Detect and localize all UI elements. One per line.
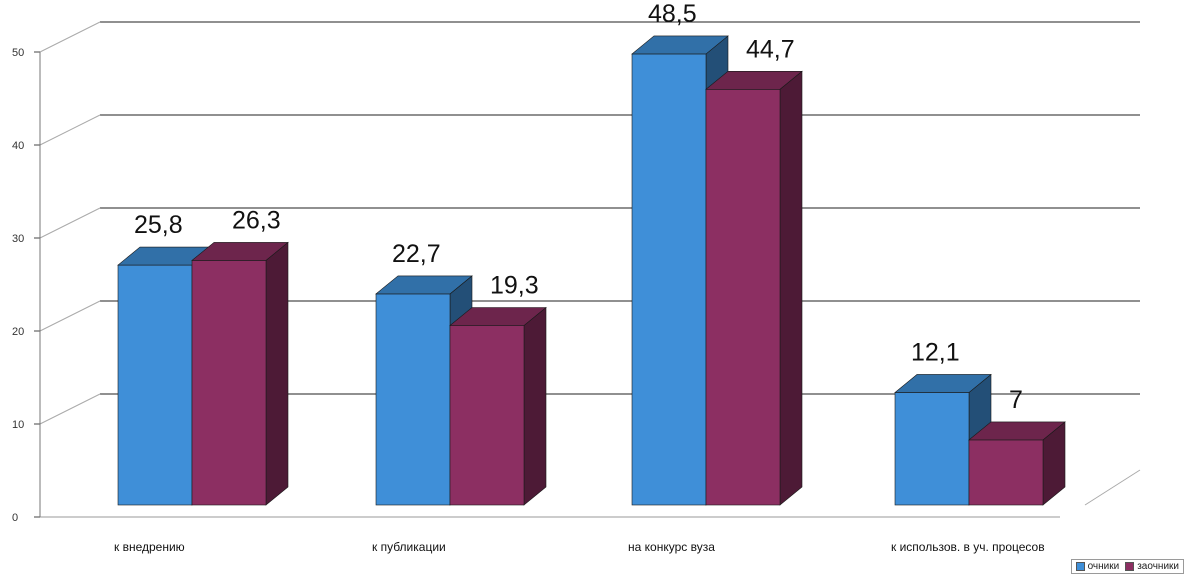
data-label: 22,7 (392, 240, 441, 268)
wall-gridline (39, 207, 101, 239)
data-label: 44,7 (746, 35, 795, 63)
bar-top (631, 35, 729, 55)
bar-top (191, 242, 289, 261)
wall-gridline (39, 393, 101, 425)
wall-gridline (39, 21, 101, 53)
y-tick-label: 30 (12, 233, 24, 245)
y-tick-label: 40 (12, 140, 24, 152)
data-label: 19,3 (490, 272, 539, 300)
y-axis: 0 10 20 30 40 50 (12, 47, 41, 524)
category-labels: к внедрению к публикации на конкурс вуза к … (114, 540, 1045, 554)
y-tick-label: 20 (12, 326, 24, 338)
data-labels: 25,8 26,3 22,7 19,3 48,5 44,7 12,1 7 (134, 0, 1023, 414)
bar-top (894, 374, 992, 393)
data-label: 48,5 (648, 0, 697, 28)
bar-top (449, 307, 547, 326)
bar-front (191, 260, 267, 506)
bar-front (449, 325, 525, 506)
bar-front (968, 439, 1044, 506)
bar-side (523, 306, 547, 506)
legend-label-2: заочники (1137, 561, 1179, 572)
wall-gridline (39, 114, 101, 146)
y-tick-label: 50 (12, 47, 24, 59)
legend-swatch-2 (1125, 562, 1135, 571)
legend: очники заочники (1070, 559, 1184, 574)
wall-gridline (39, 300, 101, 332)
category-label: к публикации (372, 540, 446, 554)
bar-side (265, 241, 289, 506)
legend-swatch-1 (1075, 562, 1085, 571)
floor-edge (1084, 469, 1141, 506)
data-label: 7 (1009, 386, 1023, 414)
y-tick-label: 0 (12, 512, 18, 524)
legend-label-1: очники (1087, 561, 1120, 572)
data-label: 25,8 (134, 211, 183, 239)
bar-front (117, 264, 193, 506)
category-label: к использов. в уч. процесов (891, 540, 1045, 554)
bar-front (375, 293, 451, 506)
bar-front (894, 392, 970, 506)
bar-top (705, 70, 803, 90)
bar-front (631, 53, 707, 506)
category-label: к внедрению (114, 540, 185, 554)
bar-2-4 (968, 421, 1066, 506)
data-label: 12,1 (911, 338, 960, 366)
bars (117, 35, 1066, 506)
bar-side (779, 70, 803, 506)
legend-item-1: очники (1075, 561, 1120, 572)
bar-front (705, 88, 781, 506)
legend-item-2: заочники (1125, 561, 1179, 572)
bar-top (968, 421, 1066, 441)
category-label: на конкурс вуза (628, 540, 715, 554)
bar-2-2 (449, 306, 547, 506)
data-label: 26,3 (232, 206, 281, 234)
bar-top (375, 275, 473, 295)
bar-2-3 (705, 70, 803, 506)
y-tick-label: 10 (12, 419, 24, 431)
bar-2-1 (191, 241, 289, 506)
